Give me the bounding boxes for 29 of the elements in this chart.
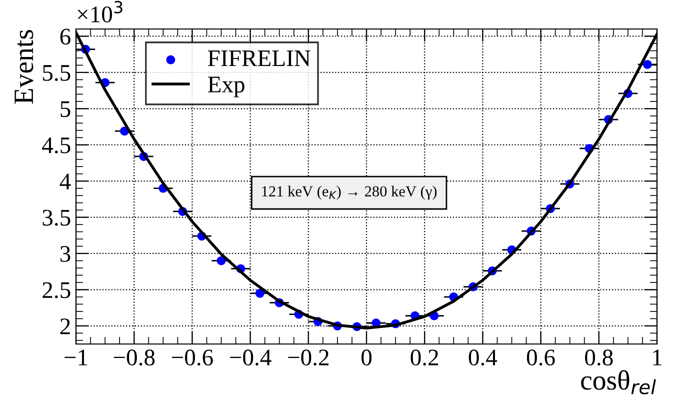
point (255, 288, 264, 298)
y-tick-label: 5.5 (42, 65, 70, 81)
legend-label: Exp (208, 76, 244, 98)
y-tick-label: 6 (60, 28, 70, 45)
y-tick-label: 4 (60, 174, 71, 190)
y-tick-label: 3 (60, 246, 70, 262)
y-axis-title: Events (14, 30, 34, 104)
x-tick-label: 0 (361, 350, 372, 366)
x-tick-label: −1 (64, 350, 88, 366)
x-tick-label: 0.2 (410, 350, 438, 366)
x-tick-label: 0.8 (585, 350, 613, 366)
y-tick-label: 5 (60, 101, 70, 118)
legend-label: FIFRELIN (208, 50, 310, 66)
point (216, 256, 226, 266)
x-tick-label: 1 (653, 350, 662, 366)
x-tick-label: 0.4 (468, 350, 498, 366)
y-tick-label: 4.5 (42, 138, 70, 154)
x-tick-label: −0.2 (288, 350, 329, 366)
annotation: 121 keV (e$_{K}$) → 280 keV (γ) (262, 186, 437, 200)
x-axis-title: cosθ$_{rel}$ (581, 370, 656, 394)
x-tick-label: −0.8 (114, 350, 155, 366)
x-tick-label: −0.4 (230, 350, 272, 366)
text: ×10$^{3}$ (78, 0, 122, 22)
y-tick-label: 2.5 (42, 282, 70, 298)
y-tick-label: 3.5 (42, 210, 70, 226)
y-tick-label: 2 (60, 318, 70, 334)
x-tick-label: −0.6 (172, 350, 213, 366)
x-tick-label: 0.6 (526, 350, 555, 366)
point (642, 60, 652, 69)
